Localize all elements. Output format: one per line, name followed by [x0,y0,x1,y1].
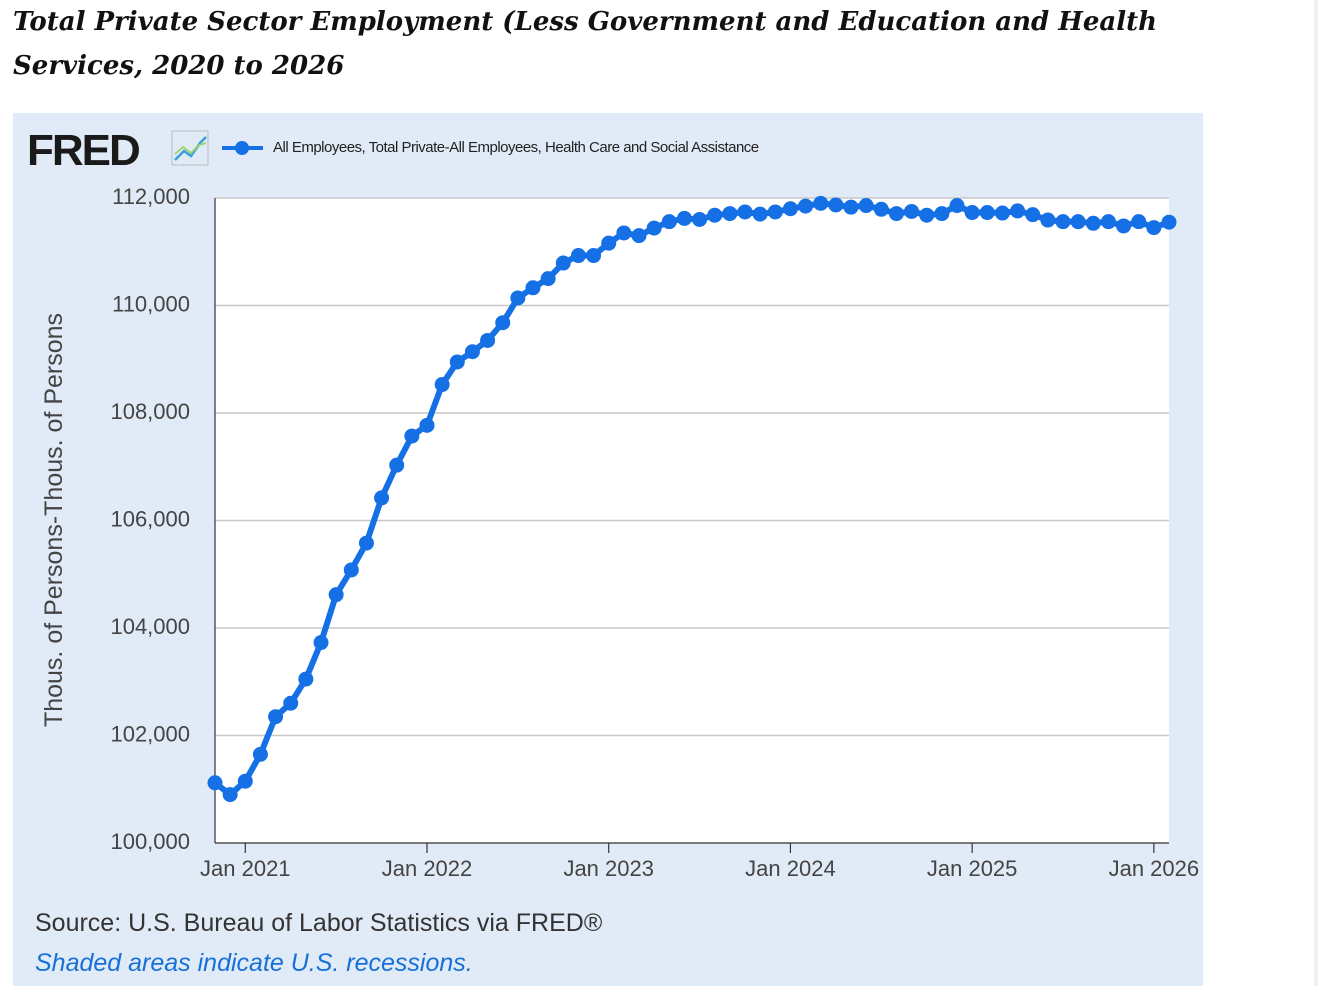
data-point[interactable] [586,248,602,264]
data-point[interactable] [343,562,359,578]
data-point[interactable] [404,428,420,444]
data-point[interactable] [631,228,647,244]
data-point[interactable] [722,206,738,222]
data-point[interactable] [389,457,405,473]
article-title: Total Private Sector Employment (Less Go… [13,7,1158,81]
data-point[interactable] [616,225,632,241]
data-point[interactable] [1040,212,1056,228]
data-point[interactable] [328,587,344,603]
y-tick-label: 100,000 [110,829,190,854]
data-point[interactable] [843,199,859,215]
data-point[interactable] [252,746,268,762]
recession-note-link[interactable]: Shaded areas indicate U.S. recessions. [35,949,473,977]
fred-chart-icon [171,130,209,166]
series-employment[interactable] [207,195,1177,803]
data-point[interactable] [1025,207,1041,223]
y-tick-label: 112,000 [112,184,190,209]
data-point[interactable] [919,207,935,223]
x-tick-label: Jan 2026 [1109,856,1200,881]
y-tick-label: 110,000 [112,291,190,316]
axes [214,198,1169,844]
data-point[interactable] [904,203,920,219]
data-point[interactable] [464,344,480,360]
data-point[interactable] [873,201,889,217]
data-point[interactable] [570,248,586,264]
data-point[interactable] [964,205,980,221]
x-tick-label: Jan 2025 [927,856,1018,881]
data-point[interactable] [888,206,904,222]
y-tick-label: 108,000 [110,399,190,424]
data-point[interactable] [798,198,814,214]
data-point[interactable] [1070,214,1086,230]
data-point[interactable] [540,271,556,287]
data-point[interactable] [949,198,965,214]
data-point[interactable] [934,206,950,222]
data-point[interactable] [283,695,299,711]
x-tick-label: Jan 2024 [745,856,836,881]
data-point[interactable] [434,377,450,393]
data-point[interactable] [646,220,662,236]
data-point[interactable] [237,773,253,789]
y-tick-label: 104,000 [110,614,190,639]
data-point[interactable] [767,204,783,220]
data-point[interactable] [358,535,374,551]
data-point[interactable] [1055,214,1071,230]
data-point[interactable] [1146,220,1162,236]
data-point[interactable] [752,206,768,222]
y-tick-label: 102,000 [110,721,190,746]
fred-logo: FRED [27,126,209,175]
data-point[interactable] [298,671,314,687]
data-point[interactable] [858,198,874,214]
data-point[interactable] [313,635,329,651]
x-tick-labels: Jan 2021 Jan 2022 Jan 2023 Jan 2024 Jan 2025… [200,843,1199,881]
data-point[interactable] [1100,214,1116,230]
legend[interactable]: All Employees, Total Private-All Employe… [222,139,759,156]
y-axis-label: Thous. of Persons-Thous. of Persons [40,313,68,727]
data-point[interactable] [510,290,526,306]
data-point[interactable] [1161,214,1177,230]
data-point[interactable] [449,354,465,370]
data-point[interactable] [828,197,844,213]
data-point[interactable] [555,255,571,271]
legend-label: All Employees, Total Private-All Employe… [273,139,759,156]
data-point[interactable] [707,207,723,223]
x-tick-label: Jan 2022 [382,856,473,881]
data-point[interactable] [813,195,829,211]
data-point[interactable] [994,205,1010,221]
data-point[interactable] [782,201,798,217]
y-tick-label: 106,000 [110,506,190,531]
y-tick-labels: 100,000 102,000 104,000 106,000 108,000 110,0… [110,184,190,854]
data-point[interactable] [661,214,677,230]
series-line [212,200,1172,798]
x-tick-label: Jan 2021 [200,856,291,881]
data-point[interactable] [601,235,617,251]
x-tick-label: Jan 2023 [563,856,654,881]
data-point[interactable] [676,210,692,226]
data-point[interactable] [495,315,511,331]
data-point[interactable] [480,332,496,348]
fred-graph-panel: FRED All Employees, Total Private-All Em… [13,113,1203,986]
data-point[interactable] [525,280,541,296]
fred-logo-text: FRED [27,126,139,175]
data-point[interactable] [374,490,390,506]
legend-dot-marker [235,141,249,155]
data-point[interactable] [1116,218,1132,234]
data-point[interactable] [692,212,708,227]
data-point[interactable] [979,205,995,221]
source-attribution: Source: U.S. Bureau of Labor Statistics … [35,909,603,937]
line-chart: FRED All Employees, Total Private-All Em… [27,126,1199,881]
data-point[interactable] [1085,215,1101,231]
data-point[interactable] [1131,214,1147,230]
data-point[interactable] [737,204,753,220]
page-scrollbar-track [1314,0,1318,986]
data-point[interactable] [222,787,238,803]
data-point[interactable] [268,709,284,725]
data-point[interactable] [1010,203,1026,219]
data-point[interactable] [207,775,223,791]
data-point[interactable] [419,417,435,433]
